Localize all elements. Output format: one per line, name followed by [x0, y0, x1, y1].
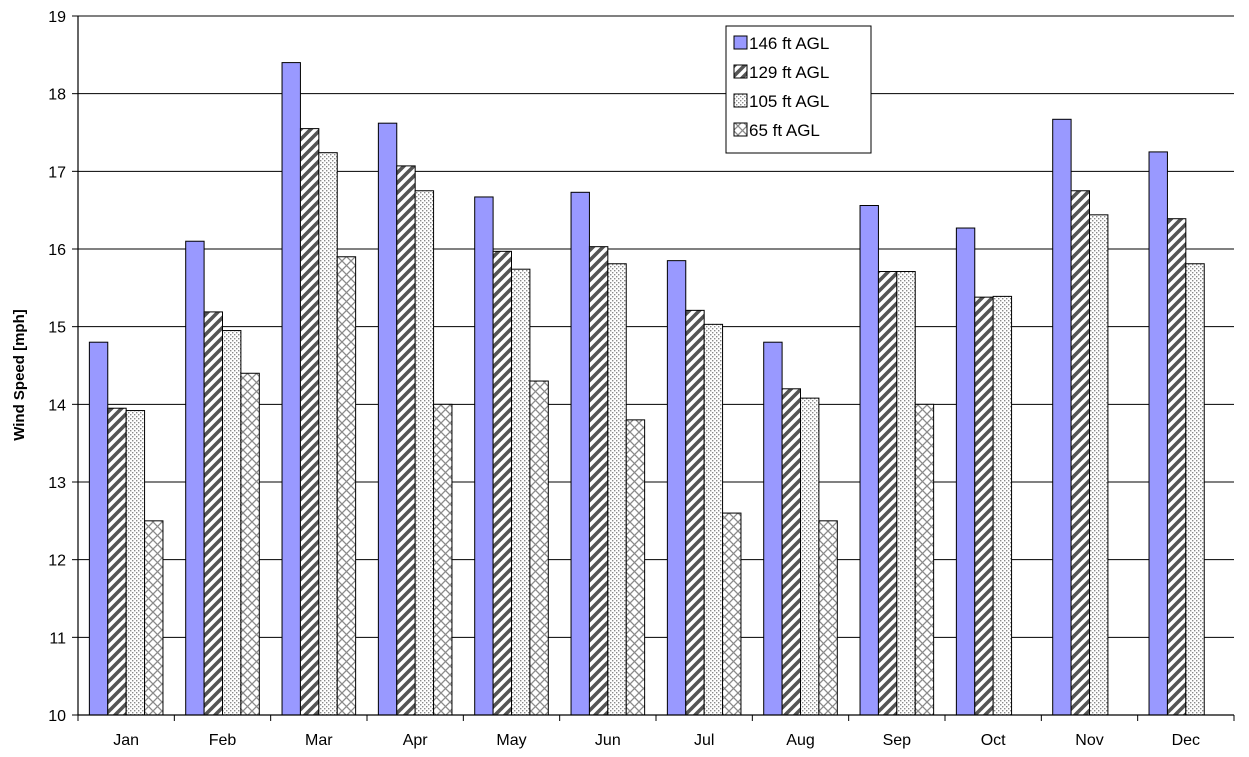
x-tick-label: Feb [209, 732, 237, 749]
bar-sep-2 [877, 271, 898, 716]
x-tick-label: Jan [113, 732, 139, 749]
bar-oct-1 [955, 227, 976, 716]
y-tick-label: 12 [48, 553, 66, 570]
bar-mar-2 [299, 128, 320, 716]
bars [88, 62, 1205, 716]
bar-may-1 [474, 196, 494, 716]
bar-jul-1 [666, 260, 687, 716]
bar-nov-2 [1070, 190, 1090, 716]
x-tick-label: Mar [305, 732, 333, 749]
bar-mar-3 [318, 152, 338, 716]
bar-jan-2 [107, 407, 127, 716]
y-tick-label: 19 [48, 9, 66, 26]
bar-nov-3 [1089, 214, 1109, 716]
y-tick-label: 15 [48, 320, 66, 337]
bar-aug-2 [781, 388, 801, 716]
legend-label: 146 ft AGL [749, 34, 829, 53]
legend-swatch [733, 93, 748, 108]
legend: 146 ft AGL 129 ft AGL 105 ft AGL 65 ft AGL [725, 25, 872, 154]
legend-swatch [733, 122, 748, 137]
bar-jul-2 [685, 309, 705, 716]
bar-jul-3 [703, 323, 724, 716]
bar-aug-3 [800, 397, 820, 716]
y-tick-label: 10 [48, 708, 66, 725]
bar-mar-1 [281, 62, 301, 716]
x-tick-label: Apr [403, 732, 429, 749]
bar-dec-1 [1148, 151, 1168, 716]
x-tick-label: May [496, 732, 526, 749]
y-tick-label: 18 [48, 87, 66, 104]
bar-apr-1 [377, 122, 398, 716]
bar-jun-3 [607, 263, 627, 716]
bar-jan-3 [125, 410, 146, 716]
bar-sep-3 [896, 271, 916, 716]
bar-apr-2 [396, 165, 416, 716]
legend-box [725, 25, 872, 154]
x-axis-ticks: Jan Feb Mar Apr May Jun Jul Aug Sep Oct Nov Dec [77, 715, 1235, 749]
bar-feb-1 [185, 240, 205, 716]
bar-feb-3 [222, 330, 242, 716]
bar-jun-4 [625, 419, 646, 716]
bar-jan-4 [144, 520, 164, 716]
bar-jan-1 [88, 341, 109, 716]
x-tick-label: Aug [786, 732, 814, 749]
x-tick-label: Jul [694, 732, 714, 749]
bar-feb-4 [240, 372, 260, 716]
legend-label: 65 ft AGL [749, 121, 820, 140]
bar-jul-4 [722, 512, 742, 716]
bar-feb-2 [203, 311, 224, 716]
y-tick-label: 11 [49, 630, 66, 647]
bar-may-3 [511, 268, 531, 716]
bar-jun-1 [570, 191, 590, 716]
bar-dec-2 [1166, 218, 1187, 716]
gridlines [78, 15, 1234, 716]
y-tick-label: 14 [48, 397, 66, 414]
bar-dec-3 [1185, 263, 1205, 716]
y-axis-ticks: 10 11 12 13 14 15 16 17 18 19 [48, 9, 78, 725]
legend-label: 129 ft AGL [749, 63, 829, 82]
x-tick-label: Dec [1172, 732, 1200, 749]
legend-swatch [733, 64, 748, 79]
bar-oct-2 [974, 296, 994, 716]
bar-jun-2 [588, 246, 609, 716]
y-tick-label: 17 [48, 164, 66, 181]
x-tick-label: Jun [595, 732, 621, 749]
bar-aug-1 [763, 341, 783, 716]
bar-apr-3 [414, 190, 435, 716]
bar-sep-1 [859, 205, 879, 716]
y-tick-label: 16 [48, 242, 66, 259]
legend-swatch [733, 35, 748, 50]
bar-may-4 [529, 380, 549, 716]
bar-nov-1 [1052, 118, 1072, 716]
bar-oct-3 [992, 295, 1013, 716]
legend-label: 105 ft AGL [749, 92, 829, 111]
y-tick-label: 13 [48, 475, 66, 492]
bar-sep-4 [914, 403, 935, 716]
bar-aug-4 [818, 520, 838, 716]
x-tick-label: Nov [1075, 732, 1103, 749]
x-tick-label: Oct [981, 732, 1006, 749]
x-tick-label: Sep [883, 732, 912, 749]
y-axis-label: Wind Speed [mph] [11, 309, 28, 441]
bar-apr-4 [433, 403, 453, 716]
bar-may-2 [492, 250, 513, 716]
bar-mar-4 [336, 256, 357, 716]
